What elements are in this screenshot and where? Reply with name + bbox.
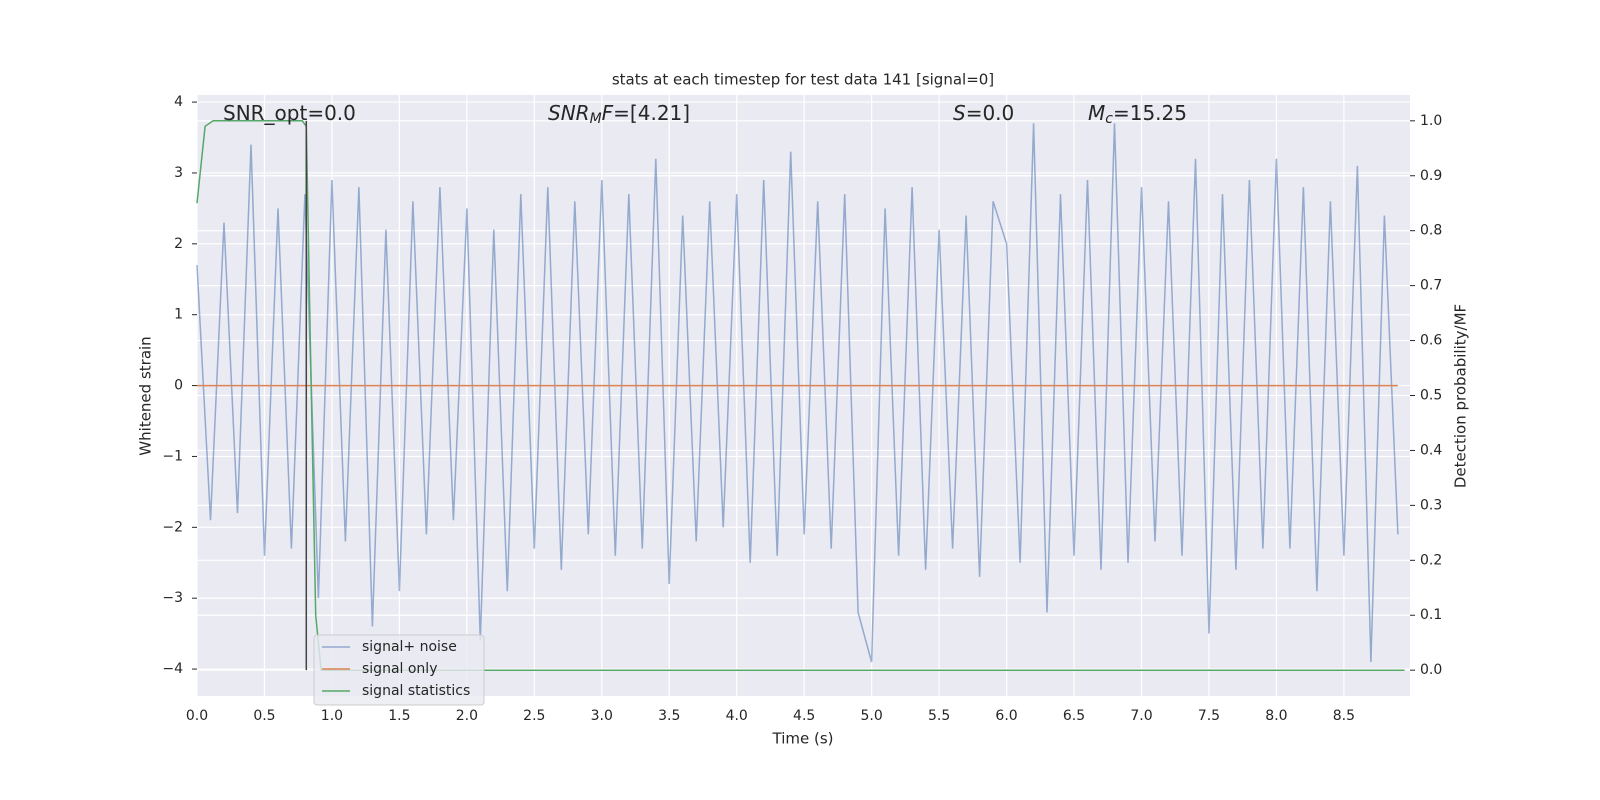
annotation-part: c (1105, 111, 1113, 127)
x-tick-label: 2.0 (456, 708, 478, 724)
y-tick-label: −3 (162, 590, 183, 606)
y2-tick-label: 0.8 (1420, 223, 1442, 239)
x-tick-label: 8.0 (1265, 708, 1287, 724)
legend-box (313, 634, 485, 706)
x-tick-label: 2.5 (523, 708, 545, 724)
y2-tick-label: 0.4 (1420, 442, 1442, 458)
y-tick-label: −4 (162, 661, 183, 677)
legend-label: signal only (362, 661, 437, 677)
y2-tick-label: 0.2 (1420, 552, 1442, 568)
y-axis-label: Whitened strain (137, 336, 155, 455)
y-tick-label: −1 (162, 448, 183, 464)
y2-tick-label: 0.7 (1420, 278, 1442, 294)
legend-label: signal+ noise (362, 639, 457, 655)
annotation: S=0.0 (953, 101, 1014, 125)
annotation-part: =[4.21] (613, 101, 690, 125)
annotation-part: M (1088, 101, 1105, 125)
x-axis-label: Time (s) (772, 730, 834, 748)
x-tick-label: 7.0 (1130, 708, 1152, 724)
x-tick-label: 7.5 (1198, 708, 1220, 724)
x-tick-label: 3.0 (591, 708, 613, 724)
series-line (196, 120, 1405, 671)
y2-axis-label: Detection probability/MF (1452, 304, 1470, 488)
y2-tick-label: 1.0 (1420, 113, 1442, 129)
chart-title: stats at each timestep for test data 141… (612, 71, 994, 89)
y-tick-label: 2 (174, 236, 183, 252)
x-tick-label: 1.5 (388, 708, 410, 724)
annotation-part: F (602, 101, 614, 125)
y-tick-label: −2 (162, 519, 183, 535)
y2-tick-label: 0.5 (1420, 388, 1442, 404)
y2-tick-label: 0.3 (1420, 497, 1442, 513)
annotation-part: =15.25 (1113, 101, 1187, 125)
annotation-part: =0.0 (966, 101, 1015, 125)
x-tick-label: 4.0 (726, 708, 748, 724)
y-tick-label: 3 (174, 165, 183, 181)
y2-tick-label: 0.6 (1420, 333, 1442, 349)
y-tick-label: 1 (174, 307, 183, 323)
annotation-part: M (590, 111, 602, 127)
x-tick-label: 0.5 (253, 708, 275, 724)
y-tick-label: 4 (174, 94, 183, 110)
x-tick-label: 8.5 (1333, 708, 1355, 724)
y2-tick-label: 0.9 (1420, 168, 1442, 184)
series-line (196, 123, 1399, 663)
x-tick-label: 5.5 (928, 708, 950, 724)
y2-tick-label: 0.0 (1420, 662, 1442, 678)
x-tick-label: 1.0 (321, 708, 343, 724)
annotation-part: SNR_opt=0.0 (223, 101, 356, 125)
annotation: Mc=15.25 (1088, 101, 1187, 128)
x-tick-label: 3.5 (658, 708, 680, 724)
x-tick-label: 6.0 (995, 708, 1017, 724)
x-tick-label: 6.5 (1063, 708, 1085, 724)
x-tick-label: 0.0 (186, 708, 208, 724)
y2-tick-label: 0.1 (1420, 607, 1442, 623)
x-tick-label: 4.5 (793, 708, 815, 724)
annotation-part: SNR (548, 101, 590, 125)
y-tick-label: 0 (174, 378, 183, 394)
annotation: SNRMF=[4.21] (548, 101, 690, 128)
annotation-part: S (953, 101, 966, 125)
x-tick-label: 5.0 (861, 708, 883, 724)
legend-label: signal statistics (362, 683, 470, 699)
annotation: SNR_opt=0.0 (223, 101, 356, 125)
